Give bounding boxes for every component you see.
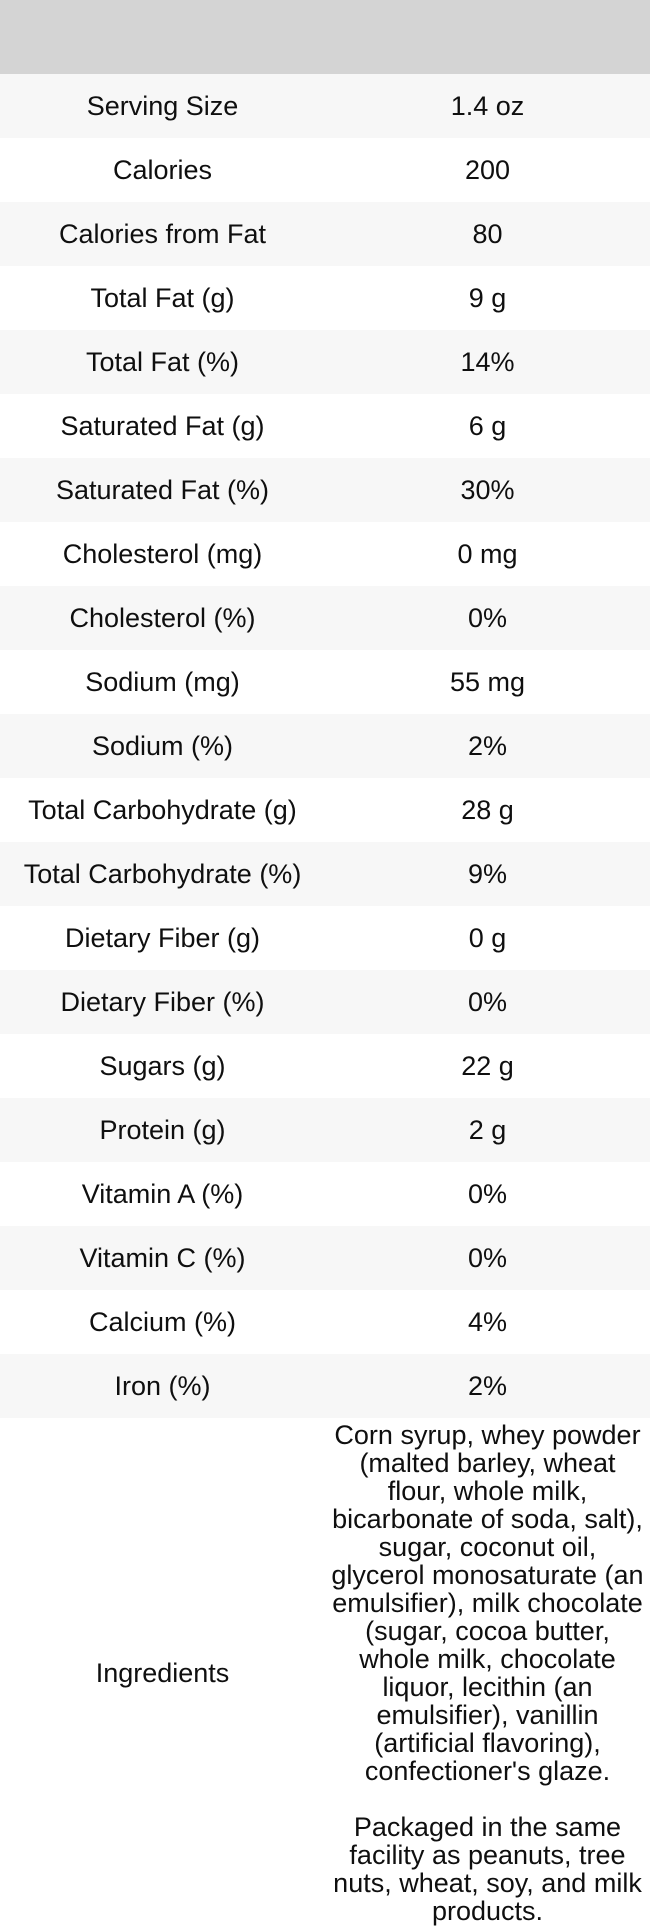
table-row: Calories 200 — [0, 138, 650, 202]
table-row: Saturated Fat (%) 30% — [0, 458, 650, 522]
row-label: Total Fat (%) — [85, 346, 240, 377]
row-label: Sodium (mg) — [85, 666, 240, 697]
table-row: Total Carbohydrate (%) 9% — [0, 842, 650, 906]
table-row: Total Fat (g) 9 g — [0, 266, 650, 330]
row-value: 28 g — [461, 794, 514, 825]
table-row: Cholesterol (mg) 0 mg — [0, 522, 650, 586]
row-label: Iron (%) — [114, 1370, 211, 1401]
row-label: Saturated Fat (%) — [55, 474, 270, 505]
row-label: Total Carbohydrate (g) — [28, 794, 297, 825]
row-label: Serving Size — [86, 90, 239, 121]
row-label: Vitamin C (%) — [79, 1242, 246, 1273]
row-value: 0% — [467, 986, 508, 1017]
row-value: 2% — [467, 1370, 508, 1401]
table-row: Calcium (%) 4% — [0, 1290, 650, 1354]
table-row: Total Fat (%) 14% — [0, 330, 650, 394]
row-label: Calcium (%) — [88, 1306, 236, 1337]
row-value: 0% — [467, 1242, 508, 1273]
row-value: 2% — [467, 730, 508, 761]
table-header — [0, 0, 650, 74]
row-value: 22 g — [461, 1050, 514, 1081]
row-label: Cholesterol (%) — [69, 602, 256, 633]
table-row: Protein (g) 2 g — [0, 1098, 650, 1162]
table-row: Serving Size 1.4 oz — [0, 74, 650, 138]
row-value: 0% — [467, 602, 508, 633]
row-label: Sugars (g) — [99, 1050, 226, 1081]
row-value: 30% — [460, 474, 515, 505]
row-label: Sodium (%) — [91, 730, 234, 761]
row-label: Total Carbohydrate (%) — [23, 858, 302, 889]
row-value: 9% — [467, 858, 508, 889]
ingredients-value: Corn syrup, whey powder (malted barley, … — [331, 1420, 644, 1926]
row-label: Protein (g) — [99, 1114, 226, 1145]
row-value: 14% — [460, 346, 515, 377]
row-value: 9 g — [468, 282, 507, 313]
table-row: Iron (%) 2% — [0, 1354, 650, 1418]
row-label: Saturated Fat (g) — [60, 410, 265, 441]
row-value: 2 g — [468, 1114, 507, 1145]
row-value: 0% — [467, 1178, 508, 1209]
table-row: Vitamin A (%) 0% — [0, 1162, 650, 1226]
row-value: 0 mg — [457, 538, 518, 569]
table-row-ingredients: Ingredients Corn syrup, whey powder (mal… — [0, 1418, 650, 1928]
row-label: Cholesterol (mg) — [62, 538, 263, 569]
row-label: Vitamin A (%) — [81, 1178, 244, 1209]
table-body: Serving Size 1.4 oz Calories 200 Calories fr… — [0, 74, 650, 1418]
row-value: 80 — [472, 218, 503, 249]
table-row: Vitamin C (%) 0% — [0, 1226, 650, 1290]
table-row: Sodium (mg) 55 mg — [0, 650, 650, 714]
table-row: Cholesterol (%) 0% — [0, 586, 650, 650]
table-row: Calories from Fat 80 — [0, 202, 650, 266]
table-row: Sugars (g) 22 g — [0, 1034, 650, 1098]
row-value: 55 mg — [449, 666, 526, 697]
table-row: Sodium (%) 2% — [0, 714, 650, 778]
table-row: Dietary Fiber (%) 0% — [0, 970, 650, 1034]
row-label: Dietary Fiber (%) — [60, 986, 265, 1017]
row-value: 0 g — [468, 922, 507, 953]
row-value: 1.4 oz — [450, 90, 525, 121]
ingredients-label: Ingredients — [95, 1657, 230, 1688]
row-value: 200 — [464, 154, 511, 185]
row-value: 4% — [467, 1306, 508, 1337]
table-row: Saturated Fat (g) 6 g — [0, 394, 650, 458]
row-label: Dietary Fiber (g) — [64, 922, 261, 953]
row-label: Calories — [112, 154, 213, 185]
table-row: Dietary Fiber (g) 0 g — [0, 906, 650, 970]
table-row: Total Carbohydrate (g) 28 g — [0, 778, 650, 842]
row-value: 6 g — [468, 410, 507, 441]
row-label: Calories from Fat — [58, 218, 267, 249]
row-label: Total Fat (g) — [90, 282, 235, 313]
